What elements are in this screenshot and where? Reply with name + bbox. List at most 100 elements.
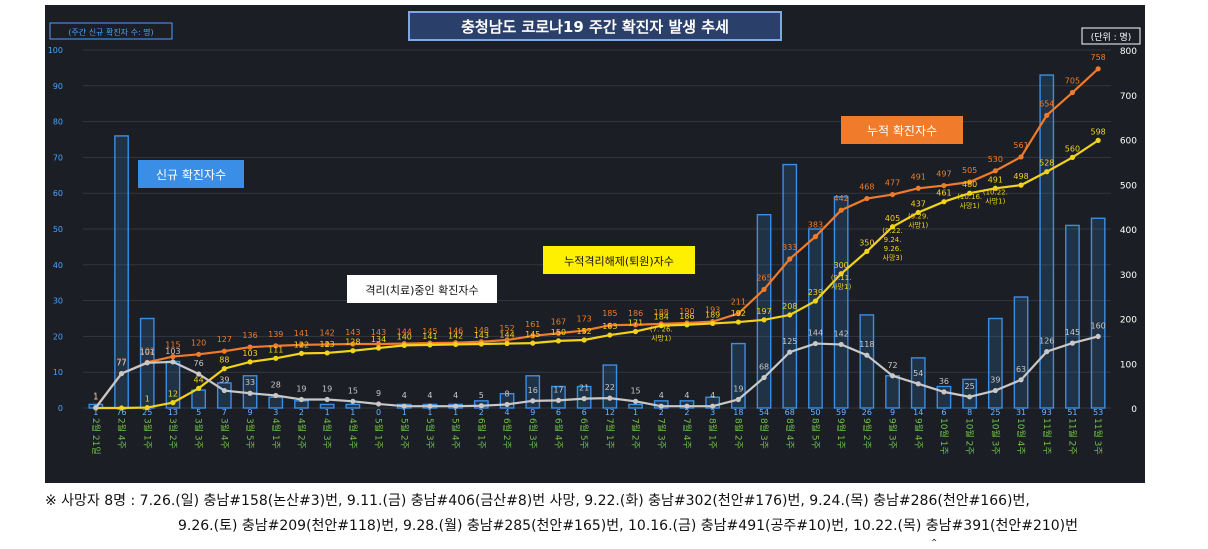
category-tick-label: 7월 3주 xyxy=(655,418,667,449)
series-point xyxy=(761,374,767,381)
series-point xyxy=(581,396,587,402)
category-text: 3월 5주 xyxy=(244,418,256,449)
point-label: 12 xyxy=(168,390,178,399)
series-point xyxy=(478,403,484,409)
bar xyxy=(345,403,361,409)
series-point xyxy=(658,403,664,409)
bar-value-label: 7 xyxy=(222,408,227,417)
series-point xyxy=(1044,349,1050,355)
series-point xyxy=(530,398,536,404)
scroll-caret-icon: ⌃ xyxy=(930,538,939,549)
point-label: 144 xyxy=(808,329,823,338)
right-axis-label-box xyxy=(1081,27,1141,45)
series-point xyxy=(144,404,150,411)
point-label: 598 xyxy=(1091,127,1106,136)
series-point xyxy=(530,333,536,339)
category-tick-label: 4월 3주 xyxy=(321,418,333,449)
point-label: 705 xyxy=(1065,77,1080,86)
bar-value-label: 51 xyxy=(1067,408,1077,417)
right-tick-label: 300 xyxy=(1120,271,1137,281)
point-label: 144 xyxy=(397,328,412,337)
category-text: 7월 3주 xyxy=(655,418,667,449)
right-tick-label: 0 xyxy=(1131,405,1137,415)
left-tick-label: 10 xyxy=(53,368,63,377)
series-point xyxy=(889,373,896,379)
footnote-line-1: ※ 사망자 8명 : 7.26.(일) 충남#158(논산#3)번, 9.11.… xyxy=(45,493,1030,509)
point-label: 77 xyxy=(116,359,126,368)
series-point xyxy=(170,400,176,406)
bar-value-label: 14 xyxy=(913,408,923,417)
point-label: 8 xyxy=(505,389,510,398)
bar xyxy=(551,385,566,409)
bar xyxy=(1039,74,1055,409)
series-point xyxy=(324,350,330,356)
series-point xyxy=(812,340,819,347)
series-point xyxy=(427,403,433,409)
series-point xyxy=(787,349,793,355)
point-label: 4 xyxy=(684,391,689,400)
series-point xyxy=(1069,340,1076,346)
series-point xyxy=(915,185,921,191)
point-label: 1 xyxy=(145,395,150,404)
point-label: 333 xyxy=(782,243,797,252)
series-point xyxy=(735,310,741,317)
point-label: 468 xyxy=(859,183,874,192)
category-tick-label: 3월 5주 xyxy=(244,418,256,449)
category-text: 5월 2주 xyxy=(398,418,410,449)
series-point xyxy=(787,256,793,262)
point-label: 480 xyxy=(962,180,977,189)
point-label: 146 xyxy=(448,327,463,336)
bar-value-label: 5 xyxy=(196,408,201,417)
category-text: 6월 5주 xyxy=(578,418,590,449)
point-label: 19 xyxy=(733,384,743,393)
left-tick-label: 50 xyxy=(53,225,63,234)
category-text: 11월 1주 xyxy=(1041,418,1053,455)
bar-value-label: 1 xyxy=(453,408,458,417)
category-text: 10월 4주 xyxy=(1015,418,1027,455)
point-label: 497 xyxy=(936,170,951,179)
point-note-label: 사망1) xyxy=(960,201,980,210)
point-label: 461 xyxy=(936,189,951,198)
series-point xyxy=(93,404,99,411)
point-label: 141 xyxy=(422,332,437,341)
category-tick-label: 5월 2주 xyxy=(398,418,410,449)
right-axis-label: (단위 : 명) xyxy=(1091,32,1132,43)
series-point xyxy=(247,359,253,365)
bar-value-label: 3 xyxy=(273,408,278,417)
point-label: 265 xyxy=(756,273,771,282)
series-point xyxy=(735,396,741,403)
category-tick-label: 3월 2주 xyxy=(167,418,179,449)
footnote-line-2: 9.26.(토) 충남#209(천안#118)번, 9.28.(월) 충남#28… xyxy=(178,518,1079,534)
series-point xyxy=(170,359,176,365)
point-label: 72 xyxy=(887,361,897,370)
point-label: 167 xyxy=(551,317,566,326)
point-label: 190 xyxy=(679,307,694,316)
point-label: 185 xyxy=(602,309,617,318)
series-line xyxy=(95,139,1099,410)
point-label: 141 xyxy=(294,329,309,338)
bar-value-label: 25 xyxy=(990,408,1000,417)
category-text: 4월 4주 xyxy=(347,418,359,449)
point-label: 22 xyxy=(605,383,615,392)
series-point xyxy=(967,394,973,400)
bar-value-label: 12 xyxy=(605,408,615,417)
point-label: 150 xyxy=(551,328,566,337)
left-tick-label: 20 xyxy=(53,332,63,341)
category-text: 8월 5주 xyxy=(809,418,821,449)
right-tick-label: 600 xyxy=(1120,137,1137,147)
point-label: 122 xyxy=(294,340,309,349)
left-tick-label: 90 xyxy=(53,82,63,91)
category-tick-label: 9월 2주 xyxy=(861,418,873,449)
series-point xyxy=(144,360,150,366)
left-axis-label-box xyxy=(49,22,173,40)
category-tick-label: 3월 3주 xyxy=(193,418,205,449)
bar-value-label: 50 xyxy=(810,408,820,417)
bar xyxy=(885,375,900,409)
bar-value-label: 2 xyxy=(659,408,664,417)
bar-value-label: 93 xyxy=(1042,408,1052,417)
point-label: 560 xyxy=(1065,144,1080,153)
series-point xyxy=(324,341,330,348)
series-point xyxy=(684,322,690,328)
category-tick-label: 10월 3주 xyxy=(989,418,1001,455)
category-text: 7월 4주 xyxy=(681,418,693,449)
